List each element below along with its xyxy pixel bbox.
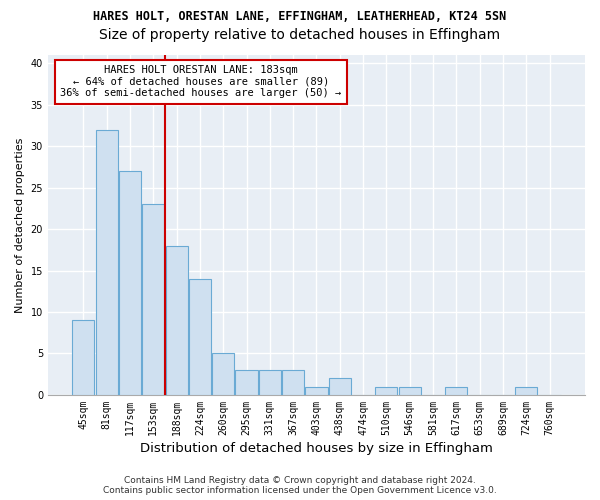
Bar: [212, 354, 235, 395]
Bar: [142, 204, 164, 395]
Bar: [235, 370, 257, 395]
Bar: [166, 246, 188, 395]
Bar: [305, 386, 328, 395]
Text: Size of property relative to detached houses in Effingham: Size of property relative to detached ho…: [100, 28, 500, 42]
Bar: [398, 386, 421, 395]
Bar: [259, 370, 281, 395]
Bar: [376, 386, 397, 395]
Bar: [95, 130, 118, 395]
Bar: [445, 386, 467, 395]
Bar: [73, 320, 94, 395]
Bar: [329, 378, 351, 395]
Text: Contains HM Land Registry data © Crown copyright and database right 2024.
Contai: Contains HM Land Registry data © Crown c…: [103, 476, 497, 495]
Y-axis label: Number of detached properties: Number of detached properties: [15, 138, 25, 312]
Bar: [282, 370, 304, 395]
X-axis label: Distribution of detached houses by size in Effingham: Distribution of detached houses by size …: [140, 442, 493, 455]
Text: HARES HOLT, ORESTAN LANE, EFFINGHAM, LEATHERHEAD, KT24 5SN: HARES HOLT, ORESTAN LANE, EFFINGHAM, LEA…: [94, 10, 506, 23]
Text: HARES HOLT ORESTAN LANE: 183sqm
← 64% of detached houses are smaller (89)
36% of: HARES HOLT ORESTAN LANE: 183sqm ← 64% of…: [61, 65, 341, 98]
Bar: [515, 386, 537, 395]
Bar: [189, 279, 211, 395]
Bar: [119, 171, 141, 395]
